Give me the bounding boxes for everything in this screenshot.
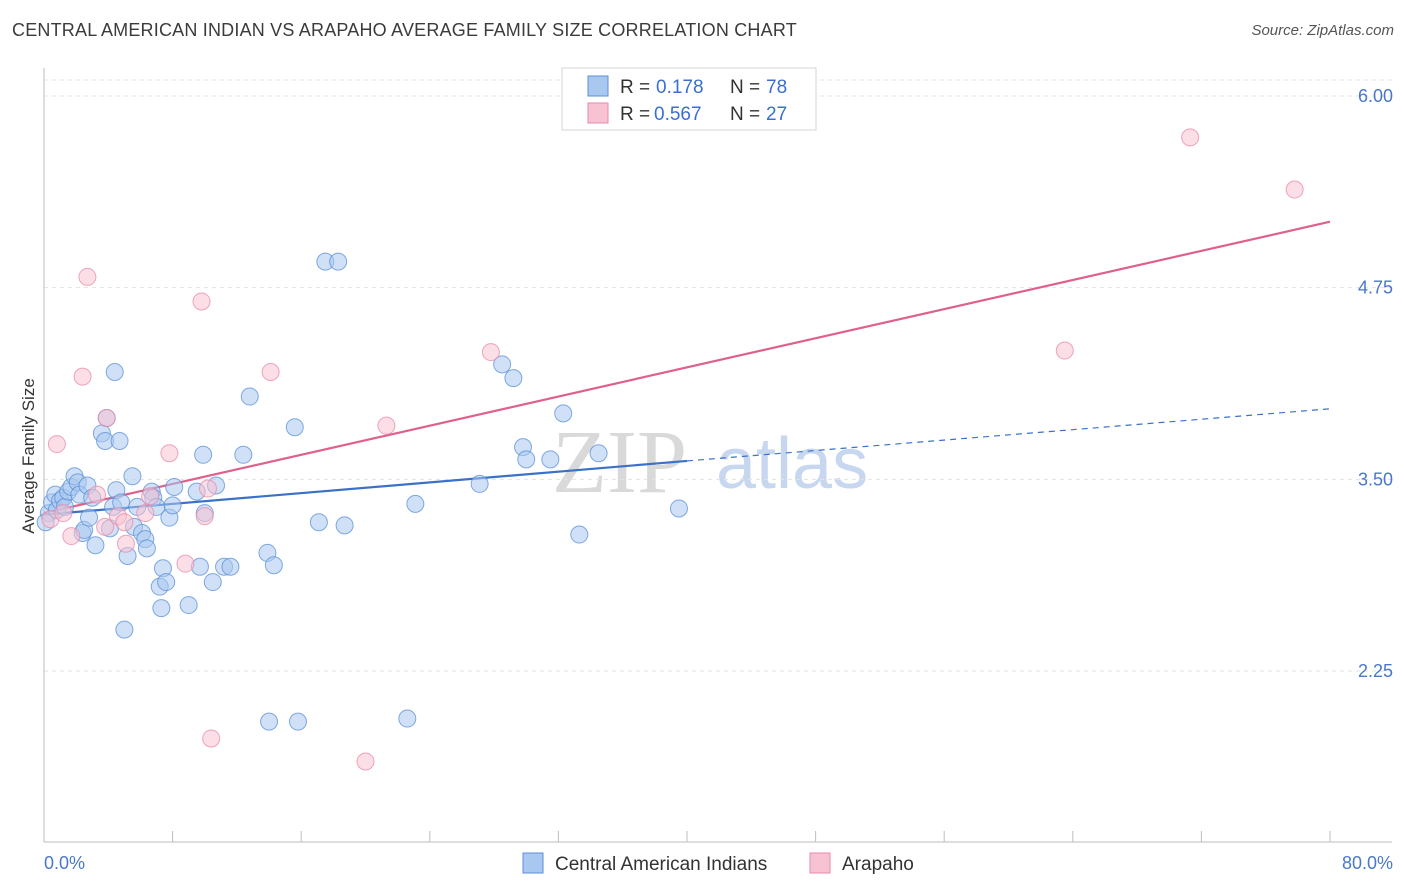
point-central-american-indians xyxy=(554,404,573,423)
legend-bottom-swatch-blue xyxy=(522,852,544,874)
point-central-american-indians xyxy=(288,712,307,731)
point-central-american-indians xyxy=(470,474,489,493)
point-arapaho xyxy=(356,752,375,771)
point-central-american-indians xyxy=(504,369,523,388)
point-arapaho xyxy=(176,554,195,573)
legend-bottom: Central American Indians Arapaho xyxy=(522,852,914,875)
y-axis-title: Average Family Size xyxy=(19,378,38,534)
point-central-american-indians xyxy=(179,596,198,615)
point-arapaho xyxy=(377,416,396,435)
trend-line-arapaho xyxy=(43,220,1331,515)
point-central-american-indians xyxy=(589,444,608,463)
chart-title: CENTRAL AMERICAN INDIAN VS ARAPAHO AVERA… xyxy=(12,20,797,40)
point-central-american-indians xyxy=(285,418,304,437)
legend-top: R = 0.178 N = 78 R = 0.567 N = 27 xyxy=(561,67,817,131)
point-central-american-indians xyxy=(86,536,105,555)
point-central-american-indians xyxy=(669,499,688,518)
point-arapaho xyxy=(261,363,280,381)
point-arapaho xyxy=(54,504,73,523)
point-arapaho xyxy=(88,485,107,504)
point-central-american-indians xyxy=(165,478,184,496)
point-central-american-indians xyxy=(493,355,512,374)
point-arapaho xyxy=(136,504,155,523)
point-central-american-indians xyxy=(115,620,134,639)
legend-n-value-2: 27 xyxy=(766,104,787,125)
point-central-american-indians xyxy=(163,496,182,515)
legend-bottom-label-blue: Central American Indians xyxy=(555,854,767,875)
legend-r-value-1: 0.178 xyxy=(656,77,704,98)
point-arapaho xyxy=(47,435,66,454)
point-central-american-indians xyxy=(240,387,259,406)
point-central-american-indians xyxy=(157,573,176,592)
legend-n-label-2: N = xyxy=(730,104,760,125)
point-central-american-indians xyxy=(570,525,589,544)
point-central-american-indians xyxy=(105,363,124,381)
point-central-american-indians xyxy=(517,450,536,469)
legend-bottom-swatch-pink xyxy=(809,852,831,874)
y-tick-label: 3.50 xyxy=(1358,469,1393,489)
point-central-american-indians xyxy=(398,709,417,728)
legend-bottom-label-pink: Arapaho xyxy=(842,854,914,875)
point-arapaho xyxy=(1181,128,1200,147)
point-central-american-indians xyxy=(80,508,99,527)
x-tick-label-start: 0.0% xyxy=(44,853,85,873)
axes: 2.25 3.50 4.75 6.00 0.0% 80.0% xyxy=(43,68,1393,873)
point-central-american-indians xyxy=(110,432,129,450)
point-arapaho xyxy=(202,729,221,748)
watermark: ZIP atlas xyxy=(552,413,868,512)
data-points xyxy=(36,128,1304,771)
point-central-american-indians xyxy=(309,513,328,532)
point-central-american-indians xyxy=(234,445,253,464)
point-arapaho xyxy=(192,292,211,311)
point-arapaho xyxy=(198,479,217,498)
x-tick-label-end: 80.0% xyxy=(1342,853,1393,873)
point-arapaho xyxy=(195,507,214,526)
point-arapaho xyxy=(116,534,135,553)
point-central-american-indians xyxy=(152,599,171,618)
y-tick-label: 4.75 xyxy=(1358,278,1393,298)
point-central-american-indians xyxy=(406,494,425,513)
point-central-american-indians xyxy=(260,712,279,731)
point-central-american-indians xyxy=(541,450,560,469)
point-central-american-indians xyxy=(335,516,354,535)
point-central-american-indians xyxy=(221,557,240,576)
point-arapaho xyxy=(62,527,81,546)
point-central-american-indians xyxy=(203,573,222,592)
point-central-american-indians xyxy=(329,252,348,271)
point-central-american-indians xyxy=(137,539,156,558)
trend-line-central-american-indians-projection xyxy=(686,408,1331,462)
legend-r-value-2: 0.567 xyxy=(654,104,702,125)
legend-n-label-1: N = xyxy=(730,77,760,98)
point-arapaho xyxy=(96,517,115,536)
point-arapaho xyxy=(481,343,500,362)
point-arapaho xyxy=(141,487,160,506)
watermark-atlas: atlas xyxy=(716,424,868,504)
legend-swatch-blue xyxy=(587,75,609,97)
legend-r-label-2: R = xyxy=(620,104,650,125)
y-tick-label: 6.00 xyxy=(1358,86,1393,106)
point-arapaho xyxy=(78,267,97,286)
point-arapaho xyxy=(1285,180,1304,199)
point-arapaho xyxy=(97,409,116,427)
legend-r-label-1: R = xyxy=(620,77,650,98)
point-arapaho xyxy=(160,444,179,463)
point-central-american-indians xyxy=(194,445,213,464)
chart-source: Source: ZipAtlas.com xyxy=(1251,22,1394,39)
trend-lines xyxy=(43,220,1331,516)
point-arapaho xyxy=(115,513,134,532)
legend-swatch-pink xyxy=(587,102,609,124)
legend-n-value-1: 78 xyxy=(766,77,787,98)
y-tick-label: 2.25 xyxy=(1358,661,1393,681)
point-arapaho xyxy=(1055,341,1074,360)
point-central-american-indians xyxy=(123,467,142,486)
point-central-american-indians xyxy=(264,556,283,575)
point-arapaho xyxy=(73,367,92,386)
grid xyxy=(44,79,1392,672)
